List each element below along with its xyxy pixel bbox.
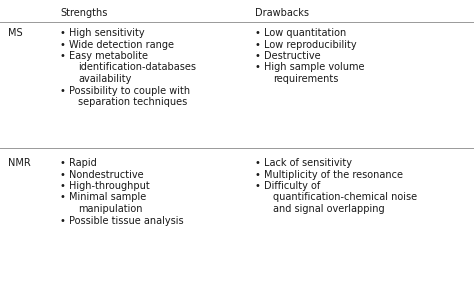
Text: • Easy metabolite: • Easy metabolite bbox=[60, 51, 148, 61]
Text: • Destructive: • Destructive bbox=[255, 51, 320, 61]
Text: manipulation: manipulation bbox=[78, 204, 143, 214]
Text: Drawbacks: Drawbacks bbox=[255, 8, 309, 18]
Text: quantification-chemical noise: quantification-chemical noise bbox=[273, 192, 417, 203]
Text: NMR: NMR bbox=[8, 158, 31, 168]
Text: separation techniques: separation techniques bbox=[78, 97, 187, 107]
Text: • Nondestructive: • Nondestructive bbox=[60, 170, 144, 179]
Text: • Wide detection range: • Wide detection range bbox=[60, 40, 174, 50]
Text: and signal overlapping: and signal overlapping bbox=[273, 204, 384, 214]
Text: identification-databases: identification-databases bbox=[78, 63, 196, 72]
Text: • High-throughput: • High-throughput bbox=[60, 181, 150, 191]
Text: • Low quantitation: • Low quantitation bbox=[255, 28, 346, 38]
Text: • Rapid: • Rapid bbox=[60, 158, 97, 168]
Text: • Possibility to couple with: • Possibility to couple with bbox=[60, 85, 190, 95]
Text: requirements: requirements bbox=[273, 74, 338, 84]
Text: • High sensitivity: • High sensitivity bbox=[60, 28, 145, 38]
Text: • High sample volume: • High sample volume bbox=[255, 63, 365, 72]
Text: • Multiplicity of the resonance: • Multiplicity of the resonance bbox=[255, 170, 403, 179]
Text: availability: availability bbox=[78, 74, 131, 84]
Text: Strengths: Strengths bbox=[60, 8, 108, 18]
Text: • Minimal sample: • Minimal sample bbox=[60, 192, 146, 203]
Text: • Lack of sensitivity: • Lack of sensitivity bbox=[255, 158, 352, 168]
Text: • Low reproducibility: • Low reproducibility bbox=[255, 40, 356, 50]
Text: • Possible tissue analysis: • Possible tissue analysis bbox=[60, 215, 183, 226]
Text: • Difficulty of: • Difficulty of bbox=[255, 181, 320, 191]
Text: MS: MS bbox=[8, 28, 23, 38]
